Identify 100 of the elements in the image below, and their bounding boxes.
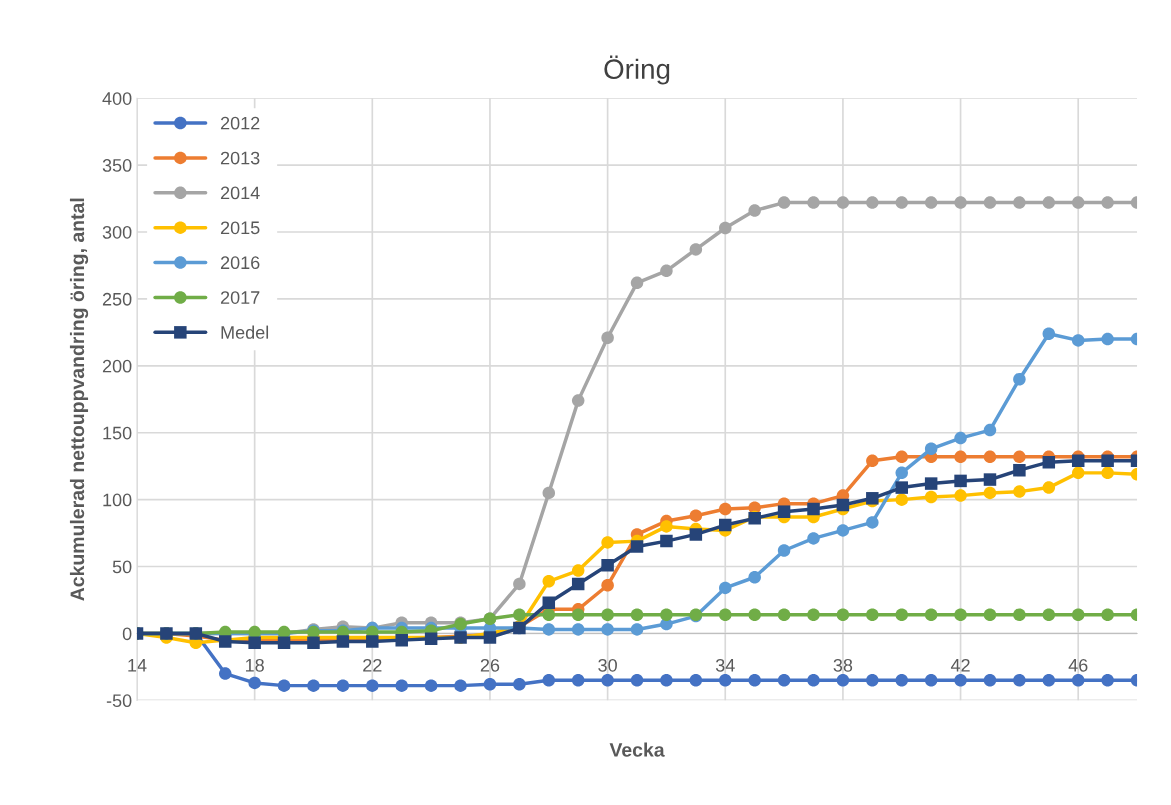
point — [454, 679, 467, 692]
x-tick-label: 14 — [128, 659, 147, 672]
point — [601, 579, 614, 592]
point — [924, 442, 938, 456]
point — [719, 221, 732, 235]
point — [277, 679, 291, 692]
point — [366, 679, 379, 692]
point — [689, 528, 703, 541]
point — [424, 679, 438, 692]
point — [983, 608, 997, 621]
y-tick-label: -50 — [106, 694, 132, 708]
point — [1071, 608, 1085, 621]
point — [1042, 481, 1056, 494]
point — [601, 608, 614, 621]
point — [1101, 466, 1114, 480]
point — [1013, 196, 1026, 209]
point — [601, 558, 614, 572]
point — [777, 674, 791, 687]
point — [748, 674, 761, 687]
point — [866, 454, 879, 468]
point — [895, 466, 908, 480]
point — [924, 608, 938, 621]
point — [1042, 455, 1056, 469]
point — [542, 486, 556, 500]
point — [807, 608, 820, 621]
y-tick-label: 350 — [102, 159, 132, 172]
point — [924, 674, 938, 687]
point — [630, 608, 644, 621]
point — [1013, 608, 1026, 621]
point — [807, 674, 820, 687]
point — [954, 474, 967, 488]
point — [1013, 674, 1026, 687]
point — [601, 623, 614, 636]
point — [807, 502, 820, 516]
point — [1071, 454, 1085, 468]
point — [983, 486, 997, 500]
point — [983, 423, 997, 437]
point — [542, 608, 556, 621]
point — [1042, 608, 1056, 621]
point — [924, 490, 938, 504]
point — [601, 536, 614, 549]
point — [1071, 674, 1085, 687]
y-tick-label: 250 — [102, 292, 132, 306]
point — [748, 204, 761, 217]
x-tick-label: 42 — [950, 658, 970, 672]
point — [336, 679, 350, 692]
point — [1101, 674, 1114, 687]
point — [836, 674, 850, 687]
point — [689, 509, 703, 522]
point — [542, 575, 556, 588]
point — [719, 608, 732, 621]
point — [983, 473, 997, 486]
point — [571, 394, 585, 407]
point — [689, 243, 703, 256]
point — [895, 674, 908, 687]
legend-label: Medel — [221, 325, 269, 339]
point — [954, 608, 967, 621]
point — [866, 516, 879, 529]
point — [895, 608, 908, 621]
point — [895, 481, 908, 494]
x-tick-label: 38 — [833, 658, 853, 672]
point — [1013, 485, 1026, 498]
point — [219, 667, 232, 680]
x-tick-label: 22 — [363, 658, 382, 672]
x-tick-label: 46 — [1068, 658, 1088, 672]
x-tick-label: 26 — [480, 658, 500, 672]
point — [895, 196, 908, 209]
point — [866, 608, 879, 621]
point — [395, 679, 408, 692]
point — [248, 676, 261, 690]
point — [689, 674, 703, 687]
y-tick-label: 0 — [122, 627, 132, 641]
x-tick-label: 30 — [598, 658, 617, 672]
point — [660, 608, 673, 621]
point — [983, 450, 997, 464]
point — [836, 608, 850, 621]
point — [807, 196, 820, 209]
point — [954, 196, 967, 209]
y-tick-label: 150 — [103, 426, 132, 440]
point — [660, 534, 673, 548]
point — [513, 577, 526, 591]
legend-label: 2017 — [220, 291, 260, 304]
point — [748, 608, 761, 621]
point — [954, 450, 967, 464]
point — [719, 518, 732, 532]
y-tick-label: 400 — [102, 92, 132, 105]
point — [719, 581, 732, 595]
legend-label: 2015 — [220, 221, 260, 235]
point — [571, 623, 585, 636]
point — [1013, 450, 1026, 464]
point — [1101, 608, 1114, 621]
point — [1101, 454, 1114, 468]
point — [777, 608, 791, 621]
y-tick-label: 300 — [102, 225, 132, 239]
point — [630, 623, 644, 636]
y-tick-label: 200 — [102, 359, 132, 373]
point — [777, 544, 791, 557]
point — [719, 502, 732, 516]
point — [513, 608, 526, 621]
point — [630, 276, 644, 290]
